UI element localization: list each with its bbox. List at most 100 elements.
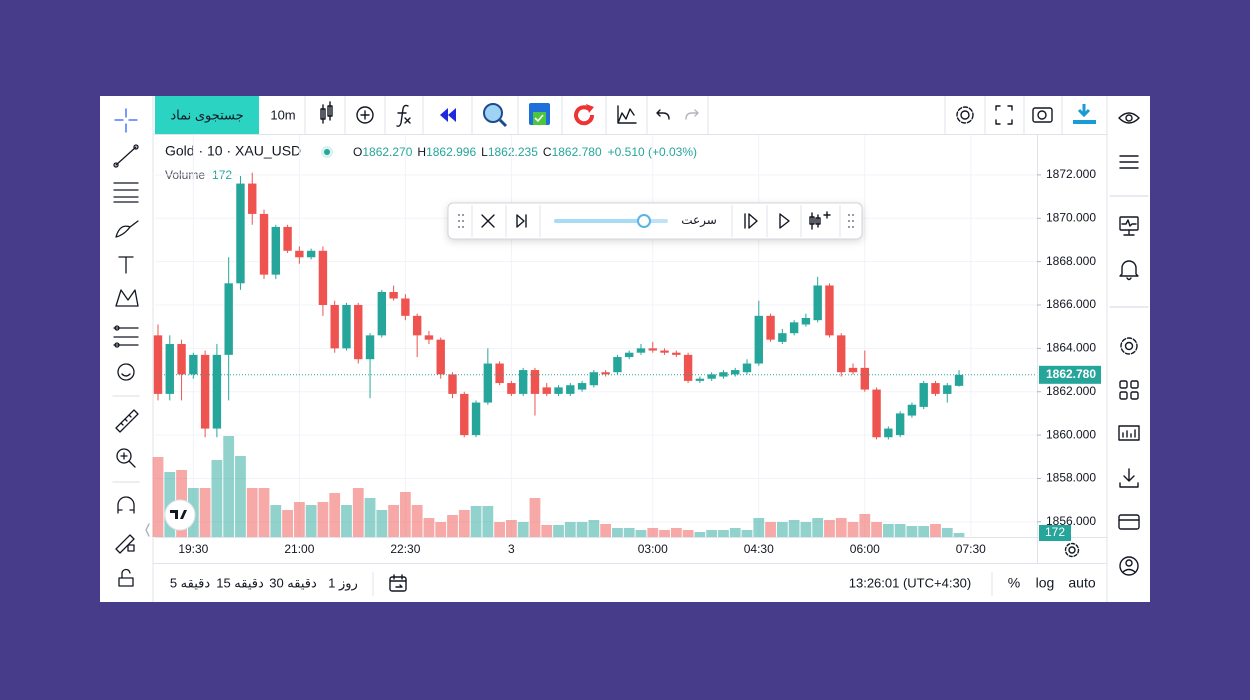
candle-body (389, 291, 398, 299)
candle-body (177, 344, 186, 375)
candle-body (295, 250, 304, 258)
ohlc-key: O (353, 145, 362, 159)
y-tick-label: 1870.000 (1046, 210, 1096, 224)
step-forward[interactable] (744, 213, 758, 229)
candle-body (636, 348, 646, 353)
candle-body (436, 339, 445, 375)
speed-label: سرعت (681, 213, 717, 228)
volume-bar (435, 522, 447, 537)
last-volume-label: 172 (1045, 525, 1065, 539)
ohlc-value: 1862.780 (552, 145, 602, 159)
y-tick-label: 1868.000 (1046, 254, 1096, 268)
candle-body (483, 363, 493, 403)
compare-icon[interactable] (617, 105, 637, 124)
goto-date[interactable] (389, 574, 407, 592)
snapshot-icon[interactable] (1032, 107, 1053, 123)
volume-bar (824, 520, 835, 537)
indicator-add-icon[interactable] (356, 106, 374, 124)
volume-bar (776, 522, 788, 537)
play[interactable] (779, 213, 790, 229)
ohlc-key: L (481, 145, 488, 159)
candle-body (412, 315, 422, 336)
symbol-search-label[interactable]: جستجوی نماد (170, 107, 243, 123)
candle-body (542, 387, 551, 394)
volume-bar (741, 530, 753, 537)
axis-settings[interactable] (1064, 542, 1080, 558)
speed-knob[interactable] (637, 214, 651, 228)
percent-toggle[interactable]: % (1008, 575, 1020, 591)
candle-body (248, 183, 257, 214)
volume-bar (729, 528, 741, 537)
candle-body (342, 304, 351, 349)
volume-bar (517, 522, 529, 537)
zoom-icon[interactable] (483, 103, 508, 128)
volume-bar (270, 505, 282, 537)
candle-body (943, 385, 952, 394)
volume-bar (859, 514, 871, 537)
candle-body (460, 393, 469, 436)
interval-shortcut[interactable]: 5 دقیقه (170, 575, 211, 590)
volume-bar (753, 518, 765, 537)
volume-bar (564, 522, 576, 537)
candle-body (919, 383, 928, 407)
x-tick-label: 19:30 (178, 542, 208, 556)
candle-body (401, 298, 410, 316)
log-toggle[interactable]: log (1036, 575, 1055, 591)
candle-body (306, 250, 316, 258)
candle-body (648, 348, 657, 351)
last-price-box (1039, 365, 1101, 384)
close-replay[interactable] (481, 214, 495, 228)
volume-bar (623, 528, 635, 537)
settings-icon[interactable] (956, 106, 974, 124)
rewind-icon[interactable] (440, 108, 456, 122)
volume-bar (494, 522, 506, 537)
formula-icon[interactable] (396, 104, 411, 127)
candle-body (601, 372, 610, 375)
interval-shortcut[interactable]: 15 دقیقه (216, 575, 264, 590)
ohlc-key: H (417, 145, 426, 159)
volume-bar (930, 524, 941, 537)
volume-bar (506, 520, 517, 537)
candle-body (848, 367, 858, 373)
volume-bar (600, 524, 612, 537)
jump-to-end[interactable] (516, 214, 527, 228)
volume-bar (647, 528, 659, 537)
refresh-icon[interactable] (574, 104, 595, 126)
volume-bar (541, 525, 553, 537)
interval-shortcut[interactable]: 30 دقیقه (269, 575, 317, 590)
select-bar[interactable] (809, 211, 831, 230)
right-tools[interactable] (1109, 112, 1149, 576)
volume-bar (835, 518, 847, 537)
candle-body (813, 285, 822, 321)
left-tools[interactable] (112, 108, 140, 587)
save-icon[interactable] (529, 103, 550, 125)
volume-bar (223, 436, 235, 537)
y-tick-label: 1866.000 (1046, 297, 1096, 311)
download-icon[interactable] (1073, 104, 1096, 124)
interval-button[interactable]: 10m (270, 107, 295, 122)
fullscreen-icon[interactable] (995, 105, 1013, 125)
undo-icon[interactable] (656, 109, 670, 120)
volume-bar (388, 505, 399, 537)
collapse-handle[interactable] (145, 523, 150, 537)
candle-body (613, 357, 622, 373)
candle-body (672, 352, 681, 355)
auto-toggle[interactable]: auto (1068, 575, 1095, 591)
candle-body (554, 387, 563, 394)
y-tick-label: 1856.000 (1046, 514, 1096, 528)
candle-body (931, 383, 940, 394)
grip[interactable] (458, 214, 854, 228)
volume-bar (765, 522, 776, 537)
candle-body (683, 354, 693, 381)
candle-type-icon[interactable] (320, 101, 333, 124)
volume-bar (788, 520, 800, 537)
volume-bar (847, 522, 859, 537)
volume-bar (682, 530, 694, 537)
candle-body (825, 285, 834, 336)
x-tick-label: 07:30 (956, 542, 986, 556)
symbol-search[interactable] (155, 96, 259, 134)
candle-body (895, 413, 905, 436)
candle-body (495, 363, 504, 384)
interval-shortcut[interactable]: 1 روز (328, 575, 358, 591)
volume-bar (199, 488, 211, 537)
